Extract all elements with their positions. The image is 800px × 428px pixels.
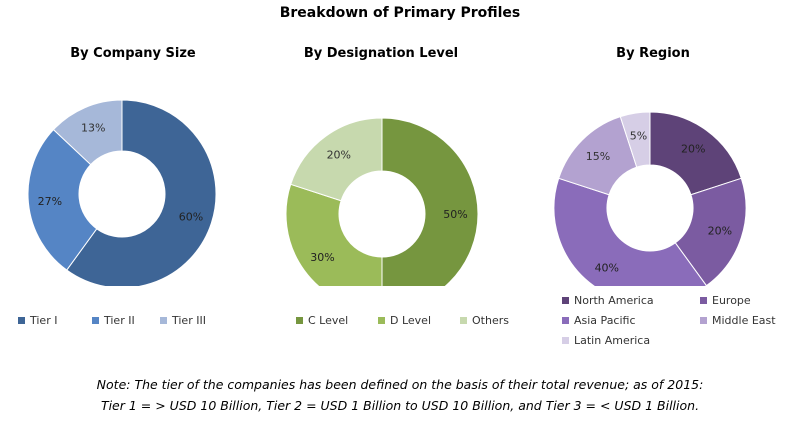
slice-c-level [381, 117, 479, 286]
slice-tier-ii [27, 128, 98, 271]
legend-item: Middle East [700, 314, 776, 327]
slice-label: 60% [179, 210, 203, 223]
legend-item: C Level [296, 314, 348, 327]
legend-swatch [378, 317, 385, 324]
legend-swatch [460, 317, 467, 324]
slice-label: 20% [681, 143, 705, 156]
slice-label: 13% [81, 121, 105, 134]
legend-swatch [700, 317, 707, 324]
slice-asia-pacific [553, 177, 708, 286]
slice-tier-iii [52, 99, 123, 166]
legend-item: Others [460, 314, 509, 327]
legend-label: Tier III [172, 314, 206, 327]
legend-label: C Level [308, 314, 349, 327]
designation-level-panel: By Designation Level 50% 30% 20% C Level D … [248, 42, 514, 352]
legend-label: Tier I [30, 314, 58, 327]
slice-label: 15% [586, 150, 610, 163]
legend-item: Tier III [160, 314, 206, 327]
slice-europe [674, 177, 747, 286]
slice-label: 50% [443, 208, 467, 221]
region-panel: By Region 20% 20% 40% 15% 5% North America Eu… [520, 42, 786, 352]
legend-swatch [92, 317, 99, 324]
legend-label: Europe [712, 294, 751, 307]
legend-label: Middle East [712, 314, 776, 327]
company-size-legend: Tier I Tier II Tier III [0, 42, 266, 352]
legend-label: D Level [390, 314, 432, 327]
legend-label: North America [574, 294, 654, 307]
legend-swatch [18, 317, 25, 324]
company-size-donut: 60% 27% 13% [27, 99, 217, 286]
legend-item: D Level [378, 314, 431, 327]
legend-swatch [160, 317, 167, 324]
footnote: Note: The tier of the companies has been… [0, 374, 800, 416]
legend-label: Asia Pacific [574, 314, 636, 327]
legend-swatch [700, 297, 707, 304]
legend-swatch [562, 317, 569, 324]
slice-label: 20% [327, 149, 351, 162]
region-legend: North America Europe Asia Pacific Middle Ea… [520, 42, 786, 352]
legend-item: Europe [700, 294, 751, 307]
company-size-title: By Company Size [70, 46, 196, 61]
legend-label: Tier II [104, 314, 135, 327]
main-title: Breakdown of Primary Profiles [279, 5, 521, 21]
slice-d-level [285, 183, 383, 286]
region-donut: 20% 20% 40% 15% 5% [553, 111, 747, 286]
slice-label: 20% [708, 225, 732, 238]
legend-swatch [296, 317, 303, 324]
slice-label: 5% [630, 129, 647, 142]
legend-item: North America [562, 294, 654, 307]
region-title: By Region [616, 46, 690, 61]
designation-level-donut: 50% 30% 20% [285, 117, 479, 286]
company-size-panel: By Company Size 60% 27% 13% Tier I Tier II T… [0, 42, 266, 352]
legend-swatch [562, 297, 569, 304]
footnote-line-1: Note: The tier of the companies has been… [96, 377, 704, 392]
slice-label: 30% [310, 251, 334, 264]
slice-label: 27% [38, 195, 62, 208]
legend-item: Tier II [92, 314, 135, 327]
designation-level-legend: C Level D Level Others [248, 42, 514, 352]
legend-item: Asia Pacific [562, 314, 636, 327]
legend-label: Latin America [574, 334, 651, 347]
legend-label: Others [472, 314, 509, 327]
slice-others [290, 117, 383, 202]
footnote-line-2: Tier 1 = > USD 10 Billion, Tier 2 = USD … [100, 398, 700, 413]
designation-level-title: By Designation Level [303, 46, 459, 61]
slice-north-america [649, 111, 742, 196]
legend-item: Latin America [562, 334, 650, 347]
slice-label: 40% [595, 261, 619, 274]
slice-latin-america [619, 111, 651, 168]
legend-swatch [562, 337, 569, 344]
legend-item: Tier I [18, 314, 57, 327]
slice-tier-i [66, 99, 217, 286]
